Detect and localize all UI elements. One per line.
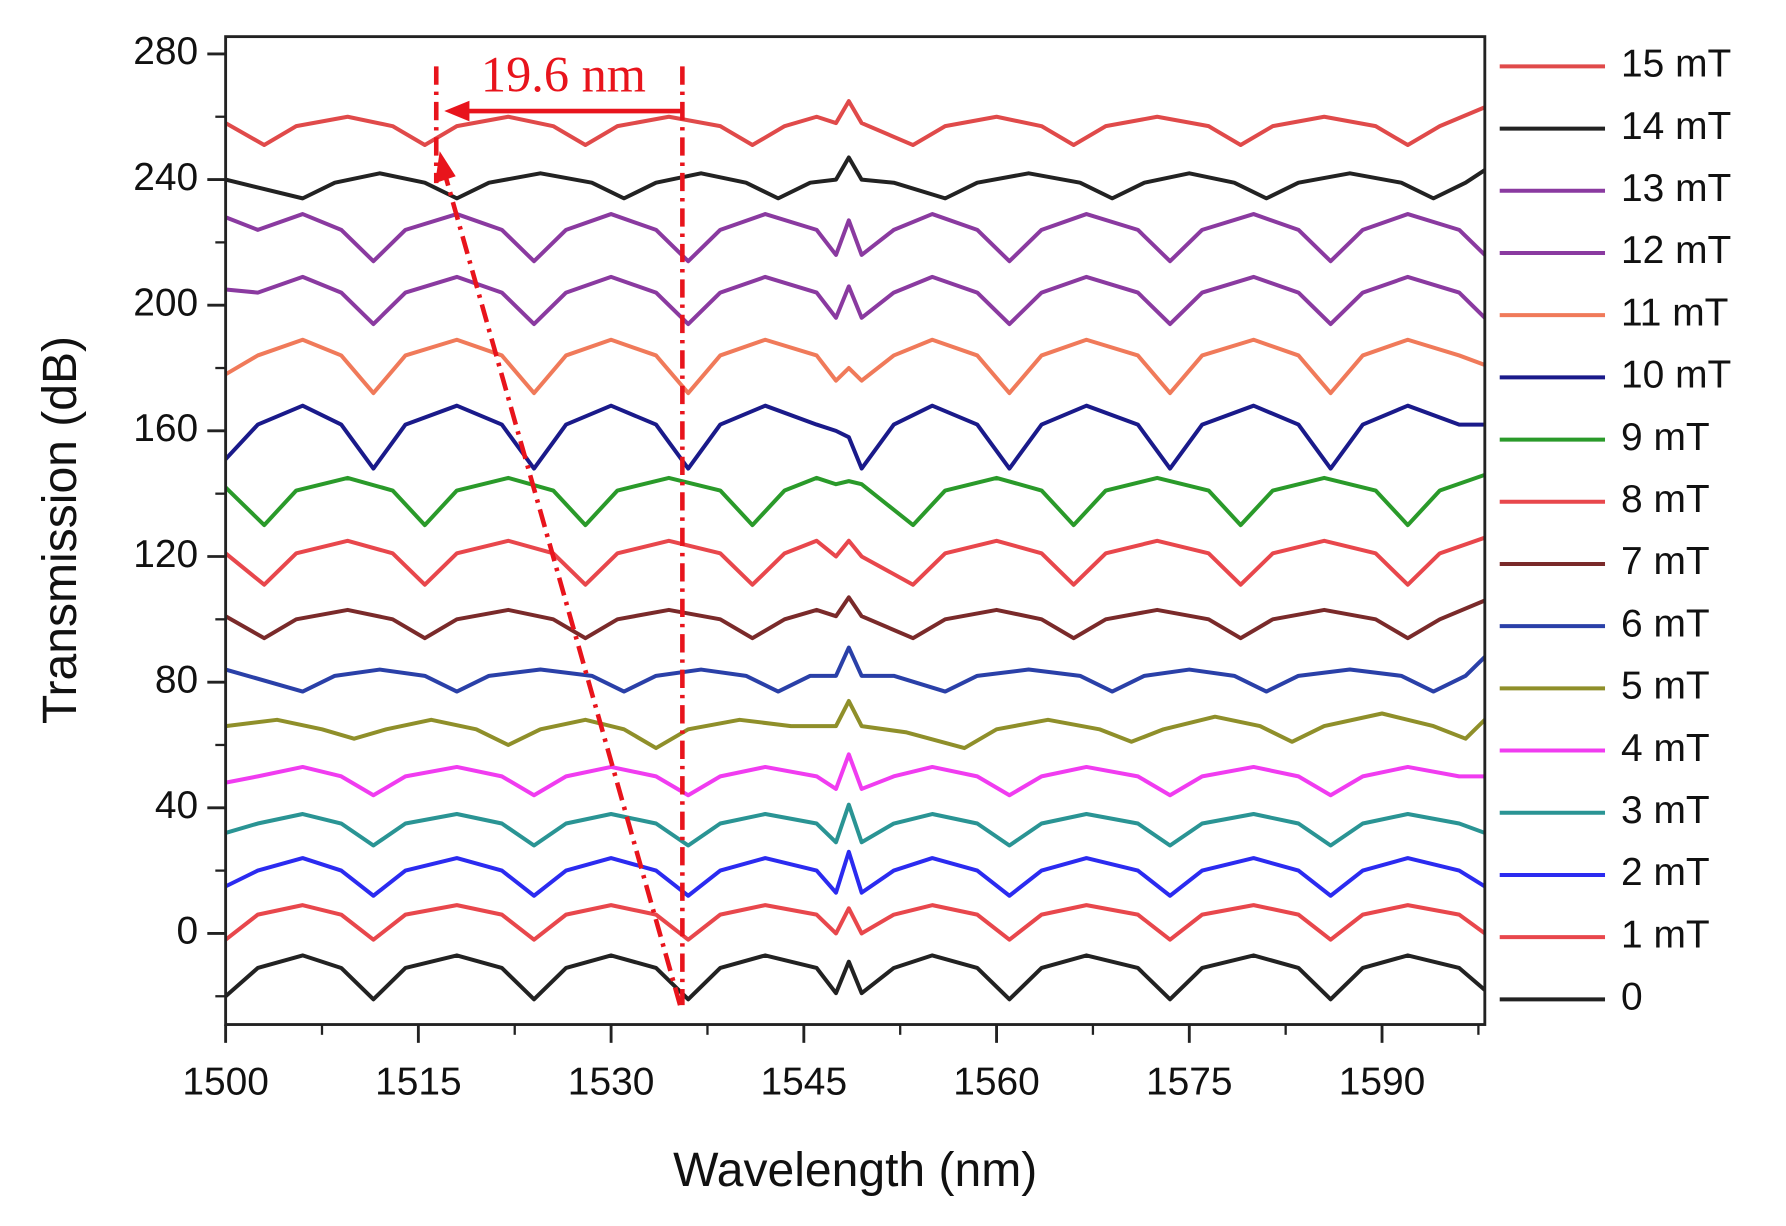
legend-label: 3 mT — [1621, 789, 1710, 832]
y-tick-label: 40 — [155, 784, 198, 827]
series-line — [225, 595, 1485, 641]
x-tick-label: 1515 — [375, 1060, 462, 1103]
legend-label: 11 mT — [1621, 291, 1728, 334]
legend-label: 7 mT — [1621, 540, 1710, 583]
legend: 0 1 mT 2 mT 3 mT 4 mT 5 mT 6 mT 7 mT 8 mT 9 mT 10 … — [1499, 43, 1731, 1019]
legend-label: 12 mT — [1621, 229, 1731, 272]
series-line — [225, 212, 1485, 264]
axes: 0 40 80 120 160 200 240 280 1500 1515 1530 1545 1560… — [133, 30, 1480, 1103]
y-tick-label: 200 — [133, 281, 198, 324]
y-tick-label: 240 — [133, 156, 198, 199]
arrow-head — [444, 100, 470, 122]
legend-label: 9 mT — [1621, 416, 1710, 459]
legend-label: 8 mT — [1621, 478, 1710, 521]
annotation: 19.6 nm — [433, 47, 685, 1006]
legend-label: 15 mT — [1621, 43, 1731, 86]
y-tick-label: 160 — [133, 407, 198, 450]
x-tick-label: 1575 — [1146, 1060, 1233, 1103]
legend-label: 1 mT — [1621, 913, 1710, 956]
y-tick-label: 0 — [177, 910, 199, 953]
legend-label: 10 mT — [1621, 354, 1731, 397]
legend-label: 5 mT — [1621, 665, 1710, 708]
legend-label: 0 — [1621, 976, 1643, 1019]
annotation-line — [442, 171, 683, 1006]
series-line — [225, 535, 1485, 587]
x-tick-label: 1500 — [182, 1060, 269, 1103]
legend-label: 2 mT — [1621, 851, 1710, 894]
series-line — [225, 903, 1485, 942]
y-axis-title: Transmission (dB) — [33, 336, 87, 724]
x-tick-label: 1545 — [761, 1060, 848, 1103]
series-line — [225, 403, 1485, 471]
plot-frame — [224, 35, 1487, 1026]
x-tick-label: 1530 — [568, 1060, 655, 1103]
series-line — [225, 699, 1485, 751]
y-tick-label: 280 — [133, 30, 198, 73]
legend-label: 6 mT — [1621, 602, 1710, 645]
y-tick-label: 120 — [133, 533, 198, 576]
series-line — [225, 274, 1485, 327]
plot-area — [225, 99, 1485, 1002]
series-line — [225, 99, 1485, 148]
legend-label: 13 mT — [1621, 167, 1731, 210]
x-tick-label: 1560 — [953, 1060, 1040, 1103]
arrow-head — [435, 151, 456, 184]
series-line — [225, 472, 1485, 528]
series-line — [225, 155, 1485, 201]
series-line — [225, 645, 1485, 694]
series-line — [225, 752, 1485, 798]
legend-label: 14 mT — [1621, 105, 1731, 148]
legend-label: 4 mT — [1621, 727, 1710, 770]
annotation-text: 19.6 nm — [481, 47, 646, 103]
y-tick-label: 80 — [155, 658, 198, 701]
x-tick-label: 1590 — [1339, 1060, 1426, 1103]
x-axis-title: Wavelength (nm) — [673, 1143, 1037, 1197]
series-line — [225, 953, 1485, 1002]
series-line — [225, 849, 1485, 898]
series-line — [225, 337, 1485, 396]
series-line — [225, 802, 1485, 848]
